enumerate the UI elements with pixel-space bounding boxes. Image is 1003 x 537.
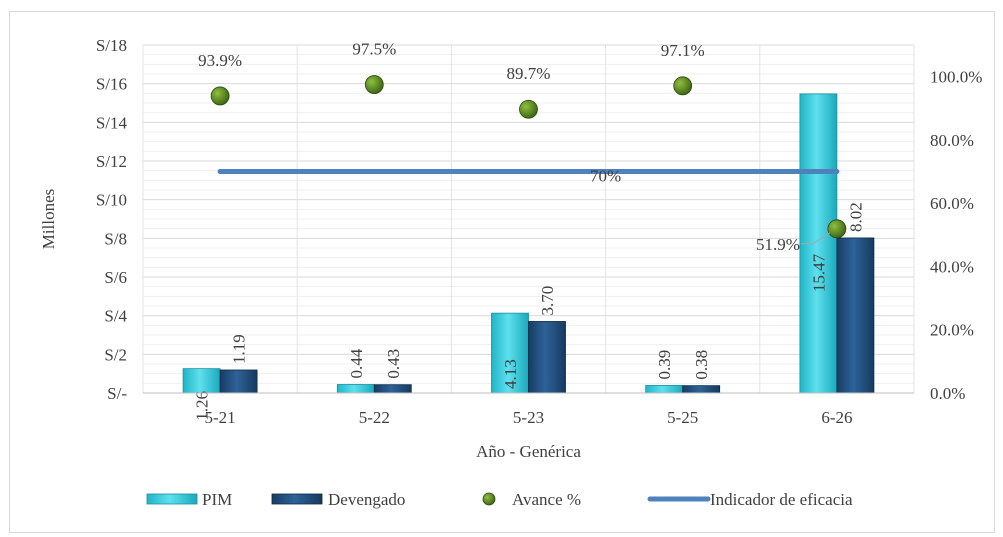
x-tick-label: 5-23 (513, 408, 544, 427)
data-label-avance: 97.1% (661, 41, 705, 60)
x-tick-label: 6-26 (821, 408, 852, 427)
combo-chart: 1.26 1.19 93.9% 0.44 0.43 97.5% 4.13 3.70 89.7% 0… (39, 36, 982, 509)
bar-pim (491, 312, 529, 394)
y-tick-label: S/6 (104, 268, 127, 287)
y-axis-title: Millones (39, 189, 58, 249)
y-tick-label: S/4 (104, 307, 127, 326)
legend-label-avance: Avance % (512, 490, 581, 509)
avance-point (673, 76, 693, 96)
legend: PIM Devengado Avance % Indicador de eficaci… (146, 490, 853, 509)
avance-point (519, 99, 538, 119)
y-tick-label: S/8 (104, 229, 127, 248)
legend-label-pim: PIM (202, 490, 232, 509)
x-tick-label: 5-21 (205, 408, 236, 427)
chart-frame: 1.26 1.19 93.9% 0.44 0.43 97.5% 4.13 3.70 89.7% 0… (9, 11, 995, 533)
y-tick-label: S/18 (96, 36, 127, 55)
y2-tick-label: 20.0% (930, 321, 974, 340)
gridlines (142, 44, 915, 394)
data-label-devengado: 1.19 (230, 334, 249, 364)
avance-points-layer (210, 75, 847, 239)
legend-label-indicador: Indicador de eficacia (710, 490, 853, 509)
data-label-pim: 15.47 (809, 253, 828, 292)
bar-pim (182, 368, 221, 394)
data-label-pim: 1.26 (193, 391, 212, 421)
x-tick-label: 5-22 (359, 408, 390, 427)
data-labels-layer: 1.26 1.19 93.9% 0.44 0.43 97.5% 4.13 3.70 89.7% 0… (193, 40, 866, 421)
y2-tick-label: 40.0% (930, 257, 974, 276)
y-tick-label: S/14 (96, 113, 128, 132)
data-label-avance: 93.9% (198, 51, 242, 70)
bar-pim (645, 385, 684, 394)
avance-point (827, 219, 847, 239)
bar-devengado (528, 321, 566, 394)
leader-line (800, 232, 831, 245)
legend-label-devengado: Devengado (328, 490, 405, 509)
y-tick-label: S/10 (96, 191, 127, 210)
data-label-avance: 97.5% (352, 40, 396, 59)
data-label-pim: 0.44 (347, 348, 366, 378)
y-tick-label: S/16 (96, 75, 127, 94)
x-tick-label: 5-25 (667, 408, 698, 427)
data-label-devengado: 8.02 (846, 202, 865, 232)
data-label-devengado: 3.70 (538, 286, 557, 316)
data-label-pim: 4.13 (501, 359, 520, 389)
y2-tick-label: 0.0% (930, 384, 965, 403)
y2-tick-label: 60.0% (930, 194, 974, 213)
data-label-indicador: 70% (590, 167, 621, 186)
y-tick-label: S/12 (96, 152, 127, 171)
y2-tick-label: 80.0% (930, 131, 974, 150)
y2-tick-label: 100.0% (930, 68, 982, 87)
data-label-pim: 0.39 (655, 350, 674, 380)
data-label-devengado: 0.43 (384, 349, 403, 379)
y-tick-label: S/2 (104, 345, 127, 364)
legend-swatch-devengado (271, 493, 323, 505)
legend-swatch-pim (146, 493, 198, 505)
data-label-devengado: 0.38 (692, 350, 711, 380)
axes-layer: S/- S/2 S/4 S/6 S/8 S/10 S/12 S/14 S/16 S/18 0.0% 2… (39, 36, 982, 461)
y-tick-label: S/- (107, 384, 127, 403)
bar-devengado (373, 384, 412, 394)
legend-marker-avance (482, 492, 496, 506)
bar-devengado (682, 385, 721, 394)
avance-point (364, 75, 384, 94)
bar-devengado (836, 237, 875, 394)
avance-point (210, 86, 230, 106)
x-axis-title: Año - Genérica (476, 442, 581, 461)
bar-devengado (219, 369, 258, 394)
data-label-avance: 89.7% (507, 64, 551, 83)
data-label-avance: 51.9% (756, 235, 800, 254)
bar-pim (336, 384, 375, 394)
